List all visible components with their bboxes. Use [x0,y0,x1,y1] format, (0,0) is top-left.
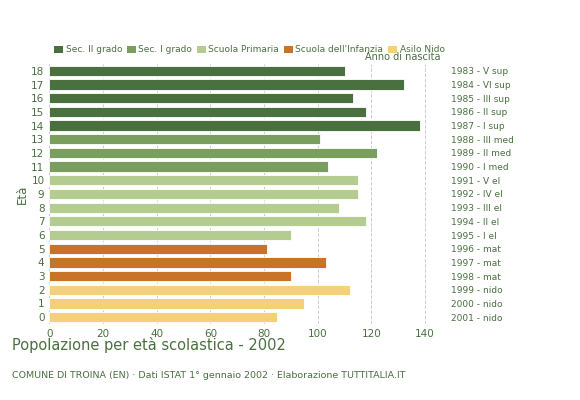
Bar [49,175,358,186]
Bar [49,189,358,199]
Bar [49,244,267,254]
Bar [49,93,353,103]
Bar [49,107,366,117]
Bar [49,312,277,322]
Bar [49,285,350,295]
Bar [49,298,304,309]
Bar [49,202,339,213]
Bar [49,162,328,172]
Bar [49,79,404,90]
Bar [49,148,377,158]
Bar [49,271,291,281]
Bar [49,134,320,144]
Bar [49,120,420,131]
Bar [49,230,291,240]
Text: Anno di nascita: Anno di nascita [365,52,441,62]
Text: Popolazione per età scolastica - 2002: Popolazione per età scolastica - 2002 [12,337,285,353]
Bar [49,257,326,268]
Bar [49,66,345,76]
Bar [49,216,366,226]
Y-axis label: Età: Età [16,184,28,204]
Text: COMUNE DI TROINA (EN) · Dati ISTAT 1° gennaio 2002 · Elaborazione TUTTITALIA.IT: COMUNE DI TROINA (EN) · Dati ISTAT 1° ge… [12,371,405,380]
Legend: Sec. II grado, Sec. I grado, Scuola Primaria, Scuola dell'Infanzia, Asilo Nido: Sec. II grado, Sec. I grado, Scuola Prim… [54,45,444,54]
